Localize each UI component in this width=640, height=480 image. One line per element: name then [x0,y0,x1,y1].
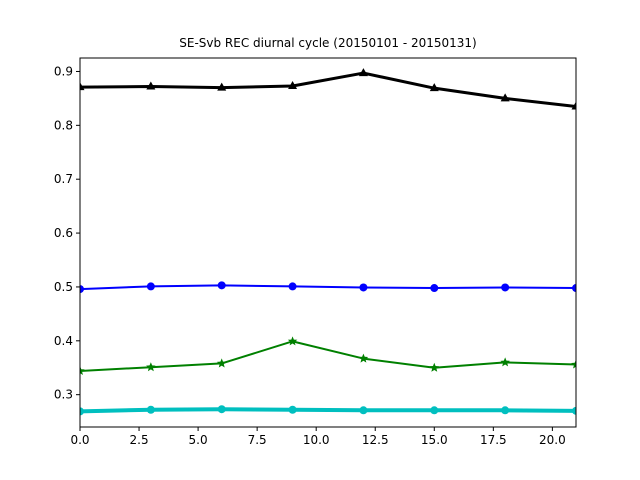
data-point [287,336,298,346]
data-point [80,285,84,294]
data-point [500,357,510,367]
x-tick-label: 0.0 [70,433,89,447]
series-2 [80,281,576,294]
y-tick-label: 0.4 [54,334,73,348]
data-point [80,365,85,376]
y-tick-label: 0.8 [54,118,73,132]
x-tick-label: 20.0 [539,433,566,447]
data-point [358,353,369,363]
data-point [359,406,368,415]
x-tick-label: 2.5 [130,433,149,447]
data-point [288,81,298,90]
data-point [146,282,155,291]
data-point [430,406,439,415]
data-point [571,359,576,369]
data-point [217,281,226,290]
series-line [80,407,576,414]
series-3 [80,336,576,376]
data-point [146,81,156,90]
x-tick-label: 15.0 [421,433,448,447]
data-point [80,82,85,91]
y-tick-label: 0.7 [54,172,73,186]
data-point [216,358,227,368]
data-point [429,362,440,372]
data-point [429,83,439,92]
data-point [80,407,84,416]
data-point [288,405,297,414]
data-point [146,362,156,372]
x-tick-label: 17.5 [480,433,507,447]
x-tick-label: 12.5 [362,433,389,447]
y-tick-label: 0.6 [54,226,73,240]
data-point [500,93,510,102]
y-tick-label: 0.3 [54,388,73,402]
y-tick-label: 0.9 [54,64,73,78]
data-point [501,283,510,292]
data-point [501,406,510,415]
data-point [572,406,576,415]
data-point [217,82,227,91]
series-line [80,340,576,372]
data-point [217,405,226,414]
data-point [430,284,439,293]
data-point [288,282,297,291]
data-point [572,284,576,293]
data-point [358,68,368,77]
series-line [80,71,576,108]
x-tick-label: 7.5 [248,433,267,447]
series-1 [80,68,576,110]
series-4 [80,405,576,416]
chart-title: SE-Svb REC diurnal cycle (20150101 - 201… [179,36,477,50]
data-point [359,283,368,292]
x-tick-label: 10.0 [303,433,330,447]
plot-frame [79,57,577,428]
y-tick-label: 0.5 [54,280,73,294]
data-point [571,101,576,110]
series-layer [80,68,576,416]
x-tick-label: 5.0 [189,433,208,447]
data-point [146,405,155,414]
series-line [80,284,576,291]
axis-layer: 0.0 2.5 5.0 7.5 10.0 12.5 15.0 17.5 20.0 0.3 0.4 0.… [54,64,566,447]
